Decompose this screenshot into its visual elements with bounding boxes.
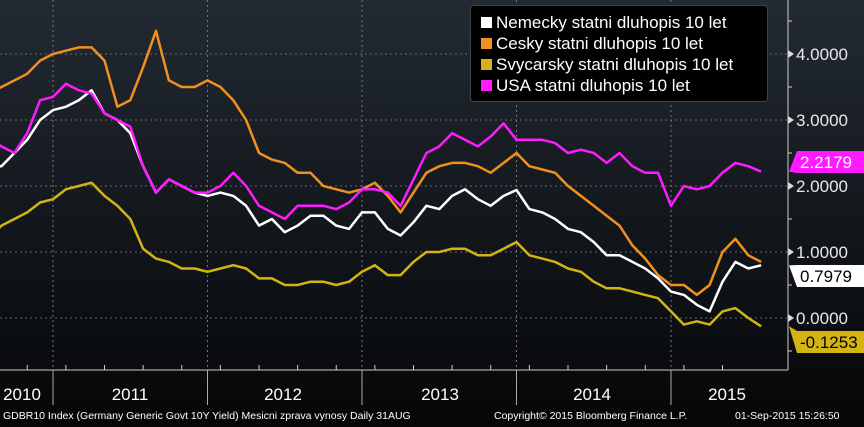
footer-timestamp: 01-Sep-2015 15:26:50 [735,410,840,422]
legend: Nemecky statni dluhopis 10 let Cesky sta… [470,5,768,102]
footer-copyright: Copyright© 2015 Bloomberg Finance L.P. [494,410,688,422]
last-value-marker [789,326,864,353]
legend-swatch [481,38,492,49]
series-line-1 [0,29,762,297]
x-tick-label: 2011 [112,385,149,404]
y-tick-label: 3.0000 [796,111,848,130]
footer-index-description: GDBR10 Index (Germany Generic Govt 10Y Y… [3,410,411,422]
y-tick-marker [788,116,794,124]
legend-swatch [481,17,492,28]
x-tick-label: 2015 [708,385,746,404]
last-value-label: 0.7979 [800,267,852,286]
legend-label: Svycarsky statni dluhopis 10 let [496,54,734,74]
legend-label: Cesky statni dluhopis 10 let [496,33,703,53]
y-tick-label: 0.0000 [796,309,848,328]
legend-item-swiss: Svycarsky statni dluhopis 10 let [481,54,767,75]
legend-label: USA statni dluhopis 10 let [496,75,690,95]
last-value-marker [789,151,864,173]
x-tick-label: 2010 [3,385,41,404]
last-value-label: 2.2179 [800,153,852,172]
last-value-label: -0.1253 [800,333,858,352]
legend-item-czech: Cesky statni dluhopis 10 let [481,33,767,54]
legend-item-usa: USA statni dluhopis 10 let [481,75,767,96]
x-tick-label: 2014 [573,385,611,404]
y-tick-marker [788,248,794,256]
legend-label: Nemecky statni dluhopis 10 let [496,12,727,32]
series-line-0 [0,89,762,313]
x-tick-label: 2013 [421,385,459,404]
legend-item-germany: Nemecky statni dluhopis 10 let [481,12,767,33]
y-tick-marker [788,50,794,58]
series-line-3 [0,82,762,221]
y-tick-label: 4.0000 [796,45,848,64]
last-value-marker [789,265,864,287]
y-tick-marker [788,182,794,190]
series-line-2 [0,181,762,328]
legend-swatch [481,59,492,70]
legend-swatch [481,80,492,91]
y-tick-label: 1.0000 [796,243,848,262]
x-tick-label: 2012 [264,385,302,404]
y-tick-label: 2.0000 [796,177,848,196]
y-tick-marker [788,314,794,322]
